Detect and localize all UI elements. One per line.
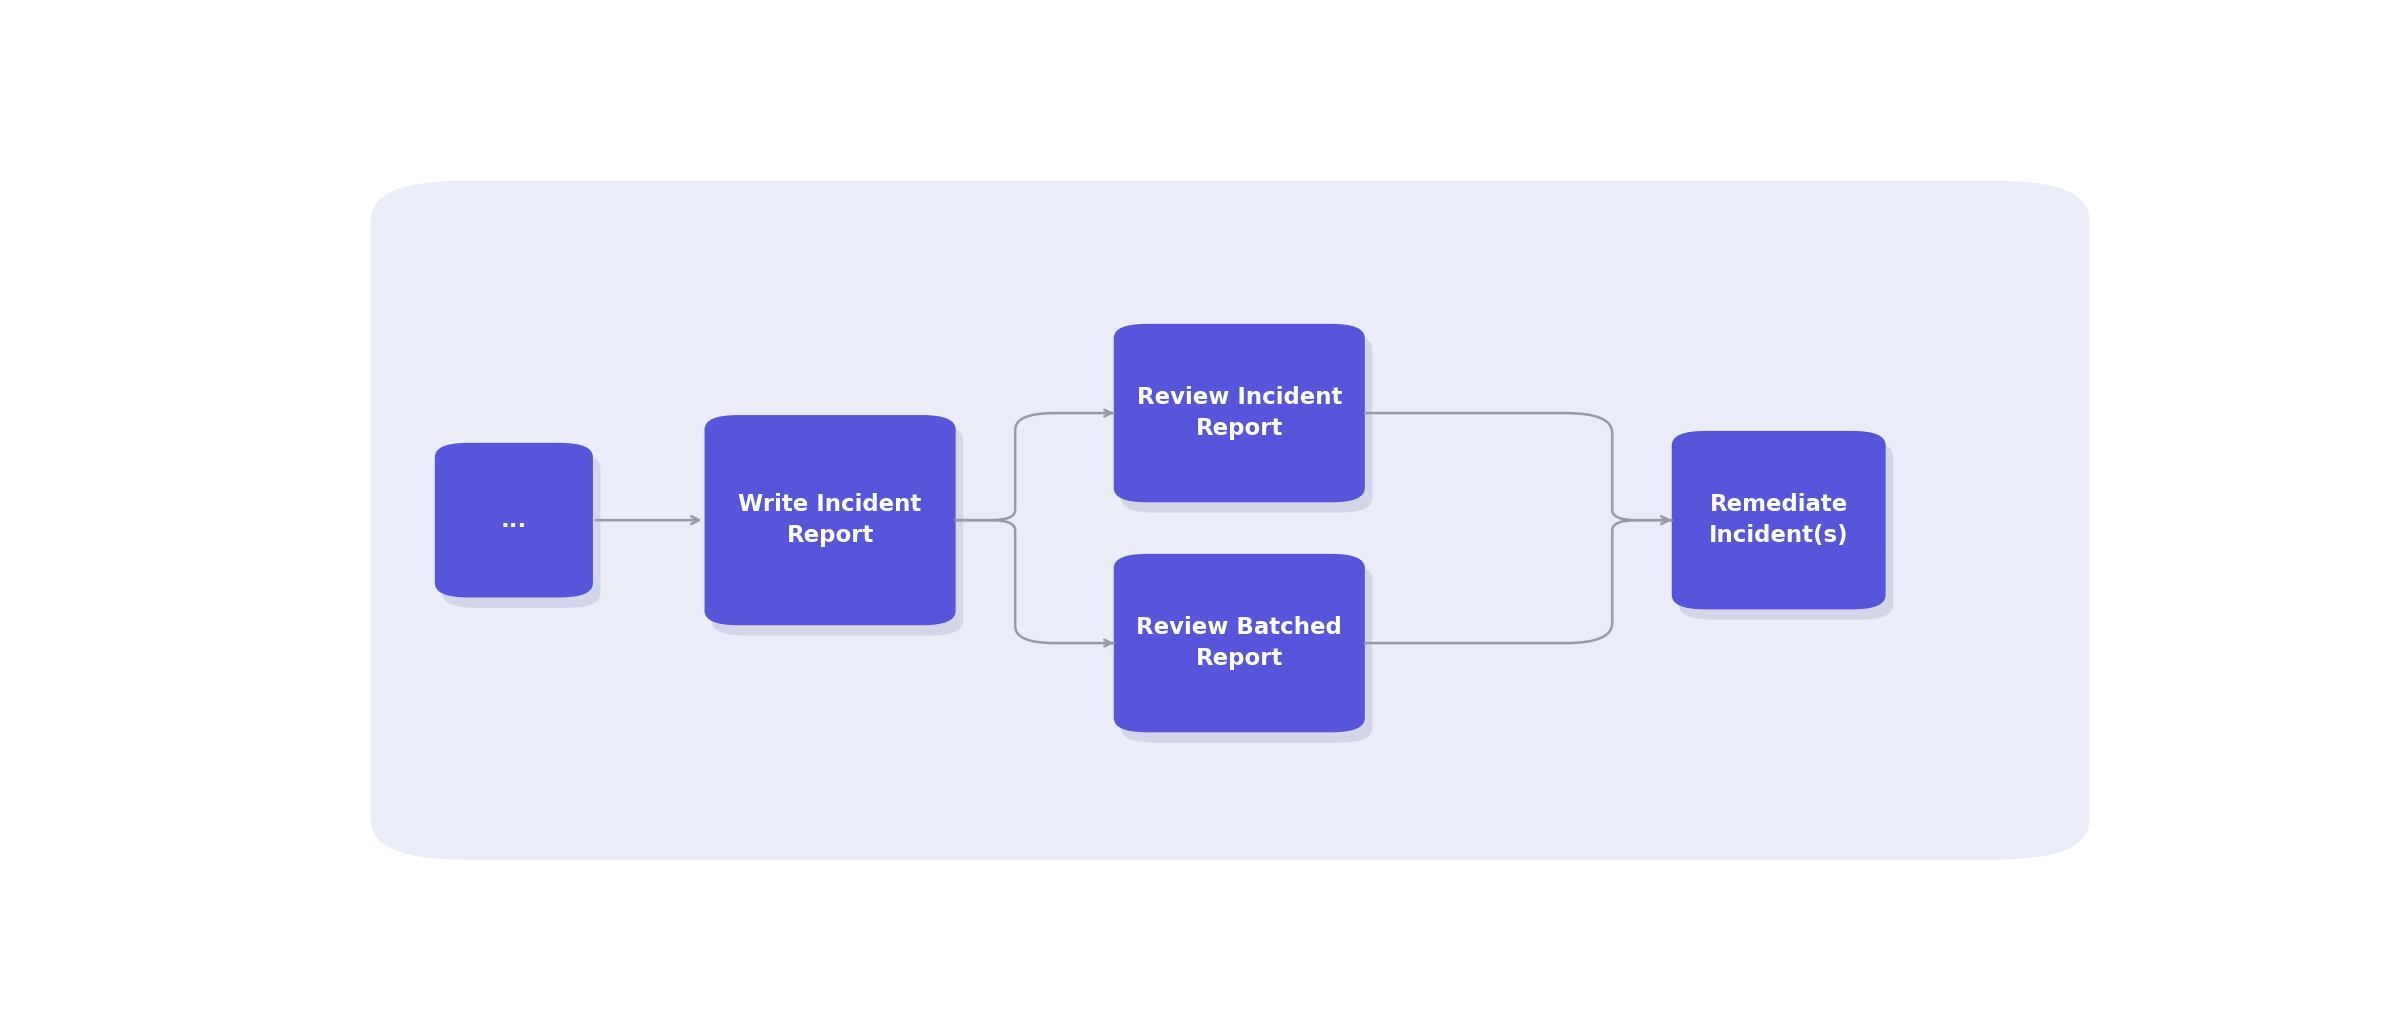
- FancyBboxPatch shape: [434, 443, 593, 597]
- FancyBboxPatch shape: [1114, 323, 1366, 503]
- FancyBboxPatch shape: [1121, 564, 1373, 743]
- FancyBboxPatch shape: [1673, 431, 1886, 610]
- Text: ...: ...: [502, 509, 528, 531]
- FancyBboxPatch shape: [442, 453, 600, 608]
- FancyBboxPatch shape: [713, 425, 962, 636]
- FancyBboxPatch shape: [706, 415, 955, 625]
- FancyBboxPatch shape: [1114, 554, 1366, 732]
- Text: Write Incident
Report: Write Incident Report: [739, 493, 922, 547]
- Text: Remediate
Incident(s): Remediate Incident(s): [1709, 493, 1848, 547]
- Text: Review Incident
Report: Review Incident Report: [1138, 386, 1342, 440]
- Text: Review Batched
Report: Review Batched Report: [1138, 616, 1342, 671]
- FancyBboxPatch shape: [370, 180, 2090, 860]
- FancyBboxPatch shape: [1121, 334, 1373, 513]
- FancyBboxPatch shape: [1680, 441, 1894, 620]
